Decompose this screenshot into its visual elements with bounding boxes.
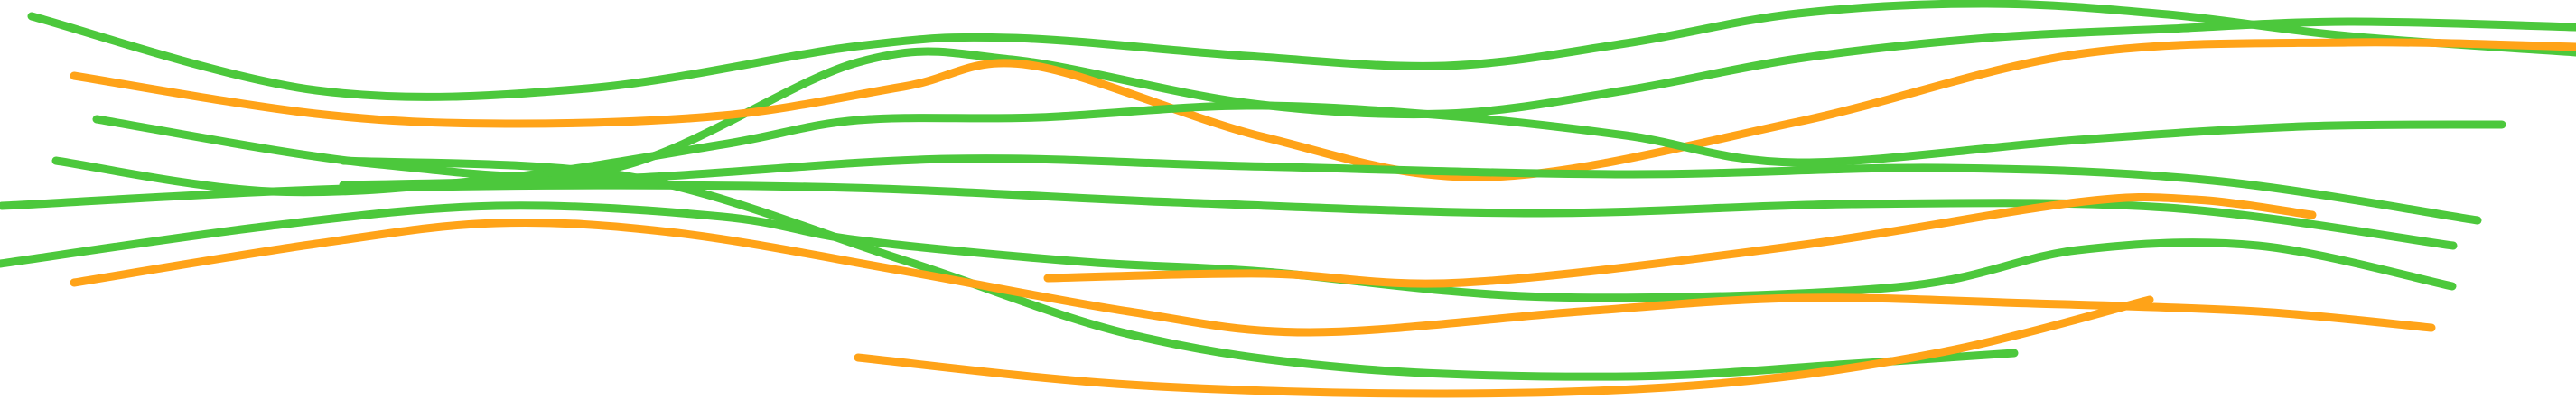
wave-strand-green-diver [339,156,2019,381]
wave-strand-orange-bottom-wave [854,295,2154,398]
wave-strand-orange-lower-mid [1043,192,2317,288]
wave-strand-green-top-wave [27,0,2576,101]
wave-strand-green-mid-flat [339,154,2482,225]
wave-strand-orange-upper-wave [70,38,2576,181]
wave-strand-orange-big-arc [70,219,2436,337]
wave-strand-green-weaver [0,201,2457,302]
